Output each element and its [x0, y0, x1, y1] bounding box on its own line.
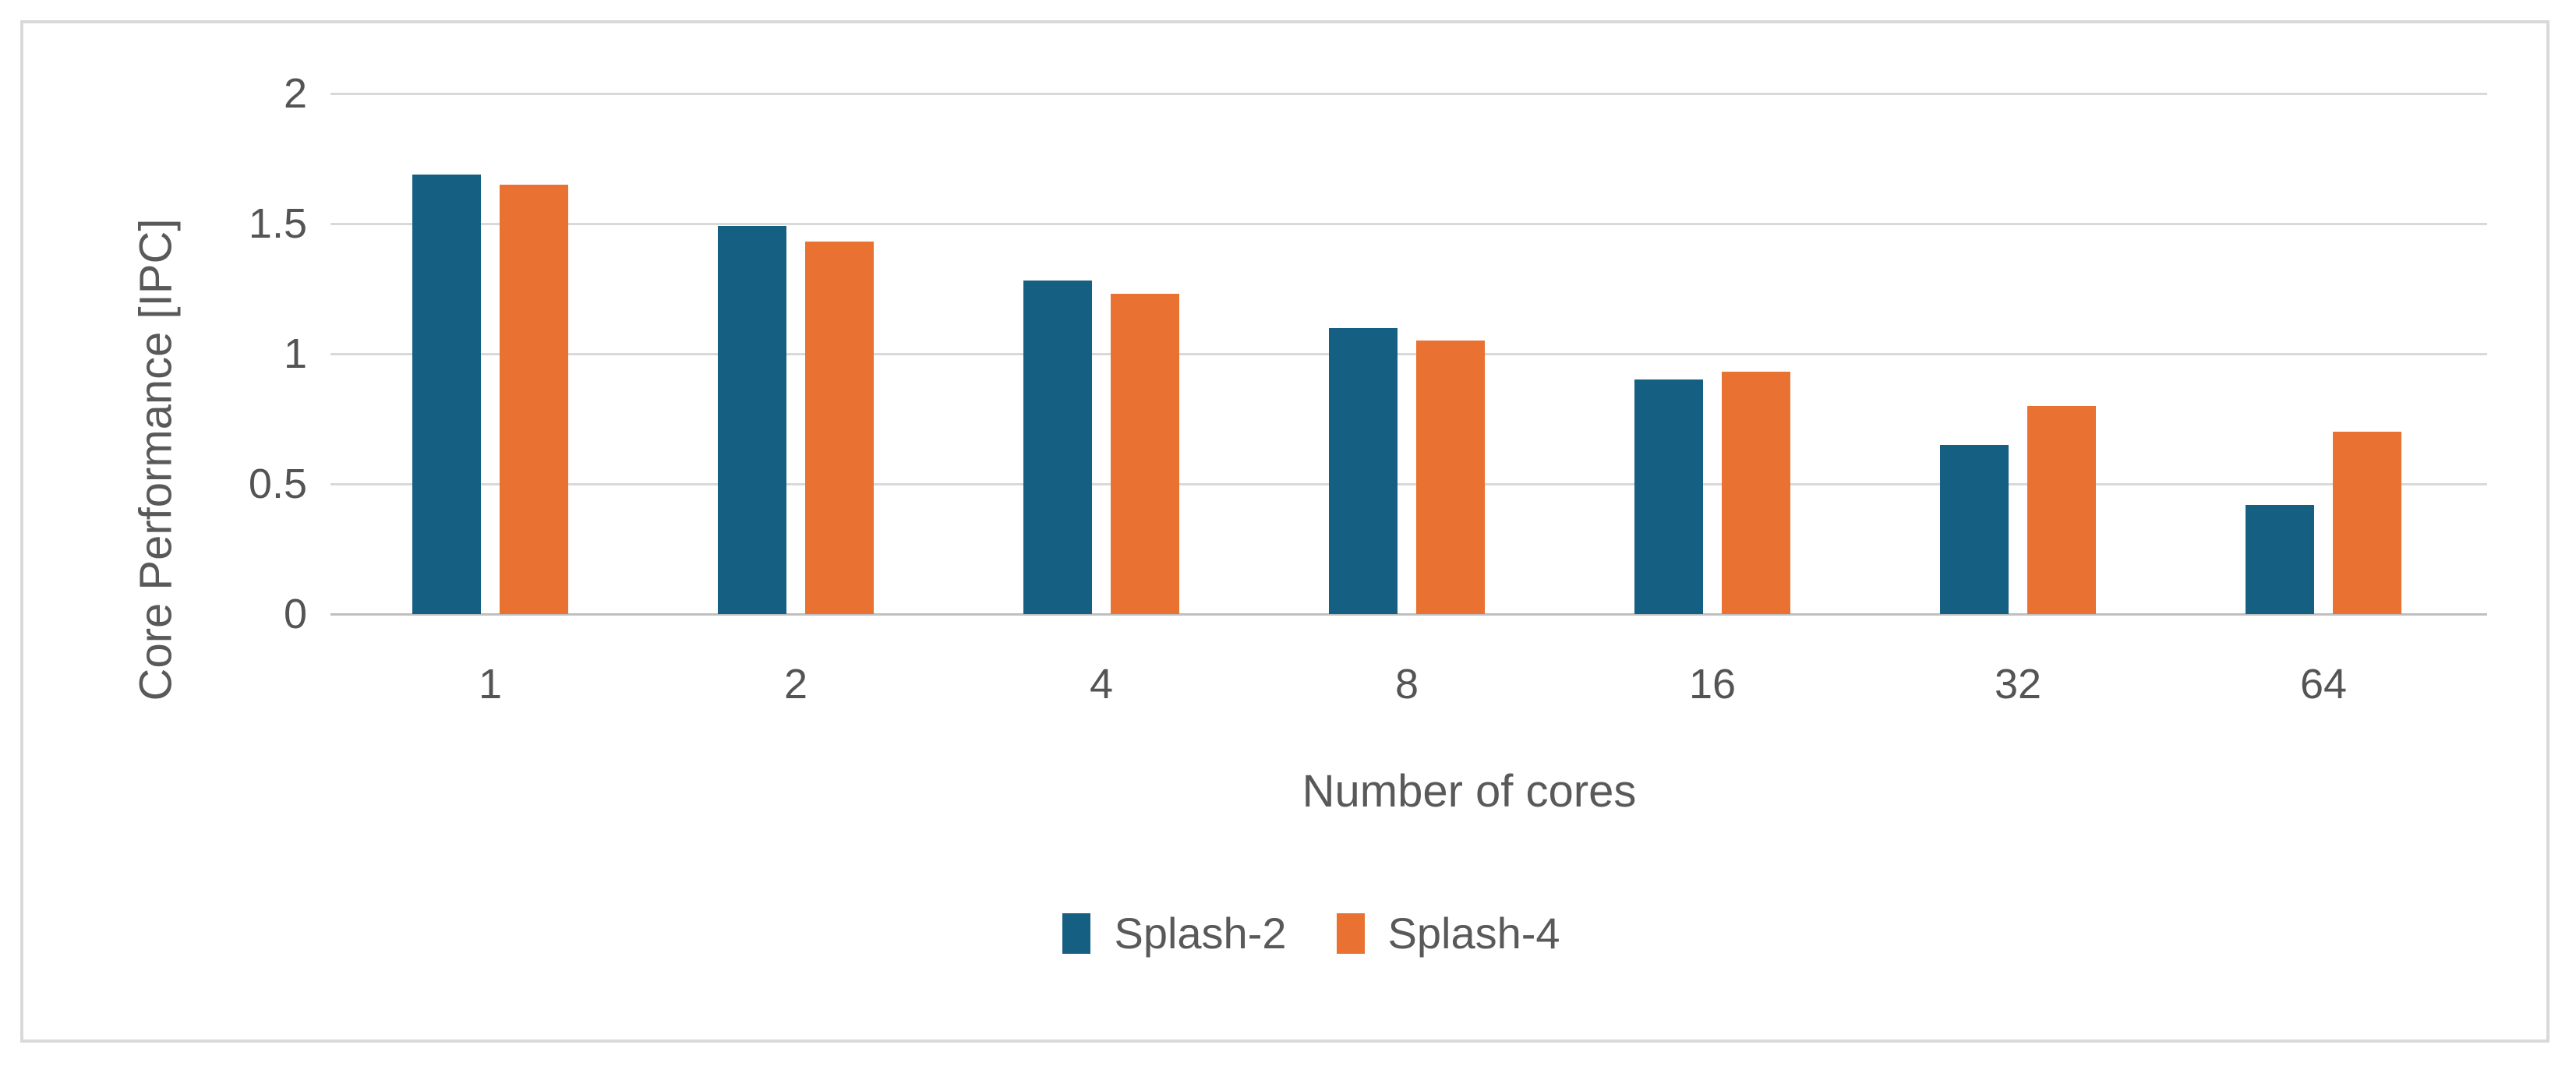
x-tick-label-32: 32	[1994, 661, 2042, 708]
bar-splash-2-cores-4	[1023, 281, 1092, 614]
plot-area	[330, 93, 2487, 616]
x-tick-label-16: 16	[1688, 661, 1737, 708]
gridline-y-0.5	[330, 483, 2487, 485]
x-tick-label-2: 2	[783, 661, 808, 708]
x-tick-label-4: 4	[1089, 661, 1114, 708]
gridline-y-2	[330, 93, 2487, 95]
y-tick-label-2: 2	[283, 70, 307, 117]
legend-swatch-splash-4	[1336, 913, 1365, 954]
bar-splash-4-cores-4	[1111, 294, 1179, 614]
legend-label-splash-2: Splash-2	[1114, 909, 1287, 958]
bar-splash-4-cores-2	[805, 242, 874, 614]
bar-splash-4-cores-8	[1416, 341, 1485, 614]
y-tick-label-0: 0	[283, 591, 307, 637]
bar-splash-2-cores-1	[412, 175, 481, 614]
x-tick-label-64: 64	[2299, 661, 2348, 708]
gridline-y-1	[330, 353, 2487, 355]
y-tick-label-1.5: 1.5	[248, 200, 307, 247]
y-tick-label-1: 1	[283, 330, 307, 377]
y-tick-label-0.5: 0.5	[248, 461, 307, 507]
legend-item-splash-2: Splash-2	[1062, 909, 1287, 958]
bar-splash-4-cores-1	[500, 185, 568, 614]
legend-swatch-splash-2	[1062, 913, 1091, 954]
x-axis-title: Number of cores	[1302, 766, 1637, 817]
bar-splash-4-cores-64	[2333, 432, 2401, 614]
legend-item-splash-4: Splash-4	[1336, 909, 1560, 958]
gridline-y-1.5	[330, 223, 2487, 225]
bar-splash-2-cores-8	[1329, 328, 1398, 614]
chart-frame: Core Performance [IPC] 2 1.5 1 0.5 0 1 2 4 8 16 3…	[20, 20, 2549, 1043]
bar-splash-2-cores-16	[1634, 379, 1703, 614]
bar-splash-2-cores-64	[2246, 505, 2314, 614]
bar-splash-2-cores-32	[1940, 445, 2009, 614]
x-tick-label-1: 1	[478, 661, 503, 708]
x-axis-line	[330, 613, 2487, 616]
bar-splash-4-cores-16	[1722, 372, 1790, 614]
bar-splash-2-cores-2	[718, 226, 786, 614]
legend: Splash-2 Splash-4	[23, 909, 2576, 958]
legend-label-splash-4: Splash-4	[1387, 909, 1560, 958]
x-tick-label-8: 8	[1394, 661, 1419, 708]
bar-splash-4-cores-32	[2027, 406, 2096, 614]
